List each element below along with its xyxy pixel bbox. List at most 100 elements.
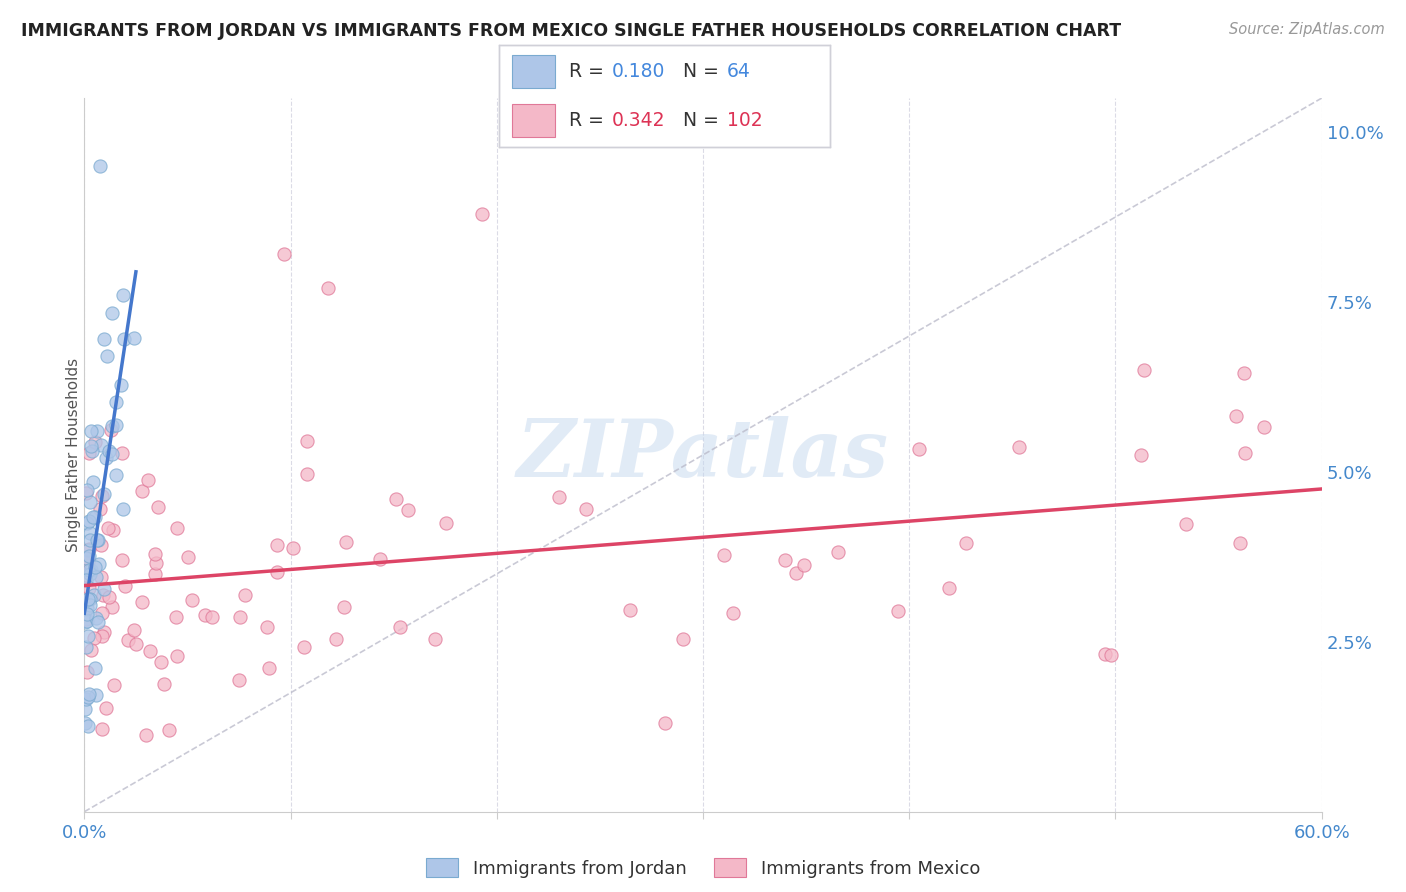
Text: 102: 102 [727, 111, 762, 130]
Text: IMMIGRANTS FROM JORDAN VS IMMIGRANTS FROM MEXICO SINGLE FATHER HOUSEHOLDS CORREL: IMMIGRANTS FROM JORDAN VS IMMIGRANTS FRO… [21, 22, 1121, 40]
Point [83, 588, 105, 602]
Point [110, 377, 132, 392]
Point [654, 716, 676, 731]
Point [266, 538, 288, 552]
Point [101, 447, 124, 461]
Point [75, 573, 97, 587]
Point [105, 394, 128, 409]
Point [86, 611, 108, 625]
Point [91, 606, 114, 620]
Point [887, 604, 910, 618]
Point [93, 582, 115, 596]
Point [77, 690, 100, 705]
Point [1008, 440, 1031, 454]
Point [388, 620, 411, 634]
Point [423, 632, 446, 647]
Point [98, 443, 121, 458]
Point [82, 475, 104, 490]
Point [575, 501, 598, 516]
Point [77, 542, 100, 557]
Point [101, 306, 124, 320]
Point [1130, 448, 1153, 462]
Point [273, 247, 295, 261]
Point [80, 443, 103, 458]
Point [318, 281, 340, 295]
Point [111, 502, 134, 516]
Point [96, 701, 118, 715]
Point [73, 702, 96, 716]
Point [325, 632, 347, 647]
Point [1094, 647, 1116, 661]
Point [333, 600, 356, 615]
Point [672, 632, 695, 647]
Point [77, 629, 100, 643]
Point [143, 567, 166, 582]
Point [87, 533, 110, 547]
Point [1233, 446, 1256, 460]
Point [82, 509, 104, 524]
Point [93, 332, 115, 346]
Point [77, 549, 100, 563]
Point [75, 640, 97, 654]
Point [112, 288, 135, 302]
Point [93, 486, 115, 500]
Point [83, 560, 105, 574]
Point [83, 631, 105, 645]
Point [114, 579, 136, 593]
Point [76, 665, 98, 679]
Point [135, 728, 157, 742]
Point [84, 689, 107, 703]
Point [79, 526, 101, 541]
Point [76, 607, 98, 622]
Point [117, 633, 139, 648]
FancyBboxPatch shape [512, 55, 555, 87]
Text: 0.180: 0.180 [612, 62, 665, 81]
Text: R =: R = [568, 62, 609, 81]
Point [76, 516, 98, 531]
Point [139, 644, 162, 658]
Text: N =: N = [682, 62, 724, 81]
Text: ZIPatlas: ZIPatlas [517, 417, 889, 493]
Point [75, 568, 97, 582]
Point [80, 424, 103, 438]
Point [101, 419, 124, 434]
Point [165, 610, 187, 624]
Point [111, 553, 134, 567]
Point [143, 547, 166, 561]
Point [111, 446, 134, 460]
Point [177, 549, 200, 564]
Point [793, 558, 815, 572]
Point [84, 570, 107, 584]
Point [166, 520, 188, 534]
Point [131, 595, 153, 609]
Text: R =: R = [568, 111, 609, 130]
Point [79, 495, 101, 509]
Point [201, 609, 224, 624]
Point [122, 331, 145, 345]
Point [75, 612, 97, 626]
Point [157, 723, 180, 738]
Point [100, 423, 122, 437]
Point [77, 543, 100, 558]
Point [136, 473, 159, 487]
Point [86, 424, 108, 438]
Point [101, 600, 124, 615]
Point [79, 592, 101, 607]
Point [80, 563, 103, 577]
Point [785, 566, 807, 581]
Point [76, 615, 98, 629]
Point [79, 566, 101, 581]
Point [122, 623, 145, 637]
Point [295, 467, 318, 481]
Point [96, 349, 118, 363]
Point [292, 640, 315, 654]
Point [125, 637, 148, 651]
Point [75, 551, 97, 566]
Point [75, 551, 97, 566]
Point [1229, 536, 1251, 550]
Point [76, 600, 98, 615]
Point [84, 510, 107, 524]
Point [103, 677, 125, 691]
Point [1132, 363, 1154, 377]
Point [89, 502, 111, 516]
